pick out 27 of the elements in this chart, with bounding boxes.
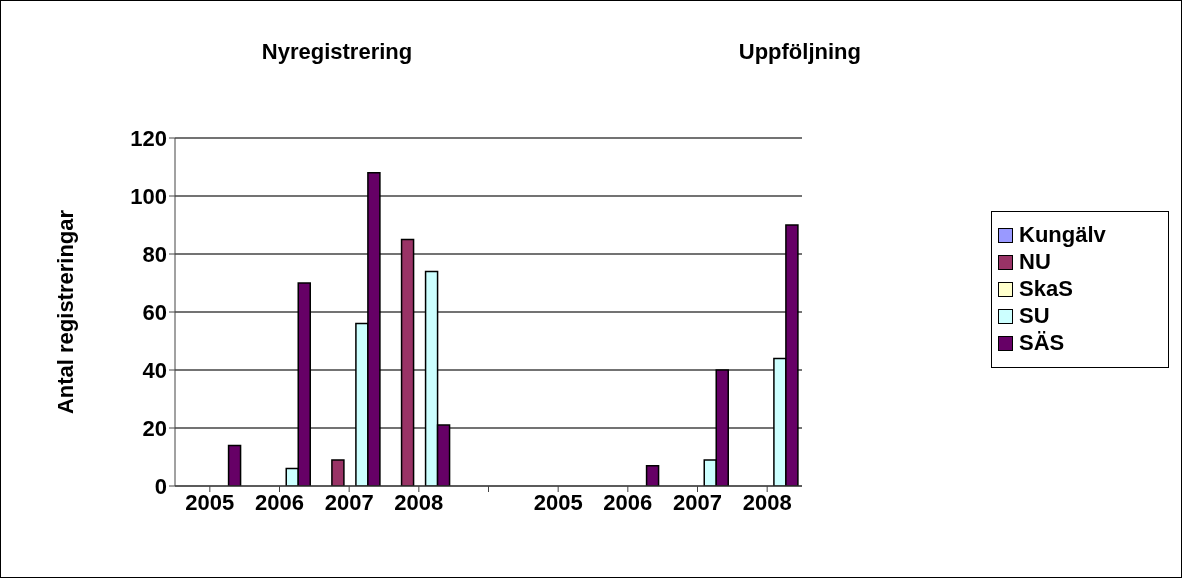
legend-label: SÄS xyxy=(1018,329,1066,357)
y-tick-label: 20 xyxy=(142,415,167,441)
text: Uppföljning xyxy=(737,39,862,65)
legend-label: NU xyxy=(1018,248,1052,276)
x-tick-label: 2006 xyxy=(255,489,304,515)
y-tick-label: 100 xyxy=(130,183,167,209)
y-tick-label: 60 xyxy=(142,299,167,325)
bar xyxy=(227,444,242,486)
x-tick-label: 2005 xyxy=(185,489,235,515)
bar xyxy=(645,464,660,486)
y-tick-label: 120 xyxy=(130,125,167,151)
y-tick-label: 80 xyxy=(142,241,167,267)
legend-label: SU xyxy=(1018,302,1051,330)
bar xyxy=(331,459,345,486)
x-tick-label: 2008 xyxy=(742,489,792,515)
bar xyxy=(400,238,415,486)
y-axis-title: Antal registreringar xyxy=(52,209,78,415)
y-tick-label: 40 xyxy=(142,357,167,383)
legend-label: Kungälv xyxy=(1018,221,1107,249)
x-tick-label: 2008 xyxy=(394,489,444,515)
legend-label: SkaS xyxy=(1018,275,1074,303)
text: Nyregistrering xyxy=(260,39,414,65)
x-tick-label: 2007 xyxy=(673,489,722,515)
x-tick-label: 2005 xyxy=(533,489,583,515)
x-tick-label: 2007 xyxy=(324,489,374,515)
y-tick-label: 0 xyxy=(154,473,167,499)
x-tick-label: 2006 xyxy=(603,489,653,515)
